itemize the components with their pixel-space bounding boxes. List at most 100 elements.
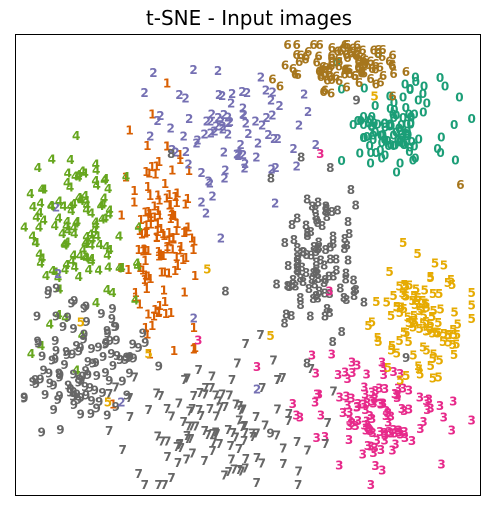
digit-point-5: 5 xyxy=(407,317,415,331)
digit-point-1: 1 xyxy=(146,207,154,221)
digit-point-6: 6 xyxy=(360,67,368,81)
digit-point-4: 4 xyxy=(87,254,95,268)
digit-point-9: 9 xyxy=(123,388,131,402)
digit-point-8: 8 xyxy=(309,292,317,306)
digit-point-1: 1 xyxy=(146,348,154,362)
digit-point-3: 3 xyxy=(371,441,379,455)
digit-point-8: 8 xyxy=(288,218,296,232)
digit-point-9: 9 xyxy=(63,348,71,362)
digit-point-2: 2 xyxy=(185,112,193,126)
digit-point-5: 5 xyxy=(399,287,407,301)
digit-point-7: 7 xyxy=(187,432,195,446)
digit-point-2: 2 xyxy=(182,145,190,159)
digit-point-4: 4 xyxy=(104,261,112,275)
digit-point-5: 5 xyxy=(422,324,430,338)
digit-point-7: 7 xyxy=(269,353,277,367)
digit-point-3: 3 xyxy=(361,419,369,433)
digit-point-0: 0 xyxy=(383,134,391,148)
digit-point-3: 3 xyxy=(380,368,388,382)
digit-point-4: 4 xyxy=(78,165,86,179)
digit-point-6: 6 xyxy=(339,41,347,55)
digit-point-3: 3 xyxy=(396,427,404,441)
digit-point-9: 9 xyxy=(108,312,116,326)
digit-point-9: 9 xyxy=(126,350,134,364)
digit-point-0: 0 xyxy=(366,113,374,127)
digit-point-4: 4 xyxy=(101,172,109,186)
digit-point-6: 6 xyxy=(346,45,354,59)
digit-point-2: 2 xyxy=(233,148,241,162)
digit-point-7: 7 xyxy=(241,426,249,440)
digit-point-8: 8 xyxy=(307,225,315,239)
digit-point-0: 0 xyxy=(420,80,428,94)
digit-point-0: 0 xyxy=(392,125,400,139)
digit-point-1: 1 xyxy=(189,343,197,357)
digit-point-7: 7 xyxy=(241,462,249,476)
digit-point-7: 7 xyxy=(184,432,192,446)
digit-point-7: 7 xyxy=(154,430,162,444)
digit-point-4: 4 xyxy=(38,183,46,197)
digit-point-0: 0 xyxy=(376,144,384,158)
digit-point-5: 5 xyxy=(419,317,427,331)
digit-point-7: 7 xyxy=(235,414,243,428)
digit-point-0: 0 xyxy=(401,77,409,91)
digit-point-6: 6 xyxy=(319,85,327,99)
digit-point-9: 9 xyxy=(155,360,163,374)
digit-point-3: 3 xyxy=(398,402,406,416)
digit-point-8: 8 xyxy=(315,235,323,249)
digit-point-8: 8 xyxy=(328,205,336,219)
digit-point-7: 7 xyxy=(321,437,329,451)
digit-point-6: 6 xyxy=(353,49,361,63)
digit-point-5: 5 xyxy=(413,294,421,308)
digit-point-9: 9 xyxy=(52,281,60,295)
digit-point-1: 1 xyxy=(122,170,130,184)
digit-point-5: 5 xyxy=(429,372,437,386)
digit-point-6: 6 xyxy=(374,47,382,61)
digit-point-6: 6 xyxy=(357,65,365,79)
digit-point-4: 4 xyxy=(83,198,91,212)
digit-point-4: 4 xyxy=(82,194,90,208)
digit-point-4: 4 xyxy=(103,249,111,263)
digit-point-0: 0 xyxy=(400,138,408,152)
digit-point-7: 7 xyxy=(220,468,228,482)
digit-point-0: 0 xyxy=(397,125,405,139)
digit-point-5: 5 xyxy=(468,312,476,326)
digit-point-6: 6 xyxy=(313,55,321,69)
digit-point-7: 7 xyxy=(175,438,183,452)
digit-point-7: 7 xyxy=(258,456,266,470)
digit-point-6: 6 xyxy=(344,62,352,76)
digit-point-2: 2 xyxy=(197,195,205,209)
digit-point-1: 1 xyxy=(124,263,132,277)
digit-point-9: 9 xyxy=(59,320,67,334)
digit-point-3: 3 xyxy=(387,410,395,424)
digit-point-6: 6 xyxy=(379,69,387,83)
digit-point-5: 5 xyxy=(434,326,442,340)
digit-point-2: 2 xyxy=(239,102,247,116)
digit-point-3: 3 xyxy=(353,401,361,415)
digit-point-7: 7 xyxy=(285,414,293,428)
digit-point-3: 3 xyxy=(393,391,401,405)
digit-point-9: 9 xyxy=(38,349,46,363)
digit-point-3: 3 xyxy=(339,406,347,420)
digit-point-0: 0 xyxy=(363,130,371,144)
digit-point-2: 2 xyxy=(117,396,125,410)
digit-point-7: 7 xyxy=(163,402,171,416)
digit-point-4: 4 xyxy=(100,192,108,206)
digit-point-5: 5 xyxy=(395,334,403,348)
digit-point-6: 6 xyxy=(371,63,379,77)
digit-point-5: 5 xyxy=(393,300,401,314)
digit-point-5: 5 xyxy=(400,302,408,316)
digit-point-9: 9 xyxy=(62,345,70,359)
digit-point-6: 6 xyxy=(372,77,380,91)
digit-point-9: 9 xyxy=(129,337,137,351)
digit-point-7: 7 xyxy=(256,328,264,342)
digit-point-1: 1 xyxy=(139,263,147,277)
digit-point-6: 6 xyxy=(323,74,331,88)
digit-point-1: 1 xyxy=(166,198,174,212)
digit-point-1: 1 xyxy=(157,266,165,280)
digit-point-7: 7 xyxy=(183,453,191,467)
digit-point-7: 7 xyxy=(175,397,183,411)
digit-point-2: 2 xyxy=(274,132,282,146)
digit-point-0: 0 xyxy=(406,140,414,154)
digit-point-4: 4 xyxy=(69,249,77,263)
digit-point-2: 2 xyxy=(202,207,210,221)
